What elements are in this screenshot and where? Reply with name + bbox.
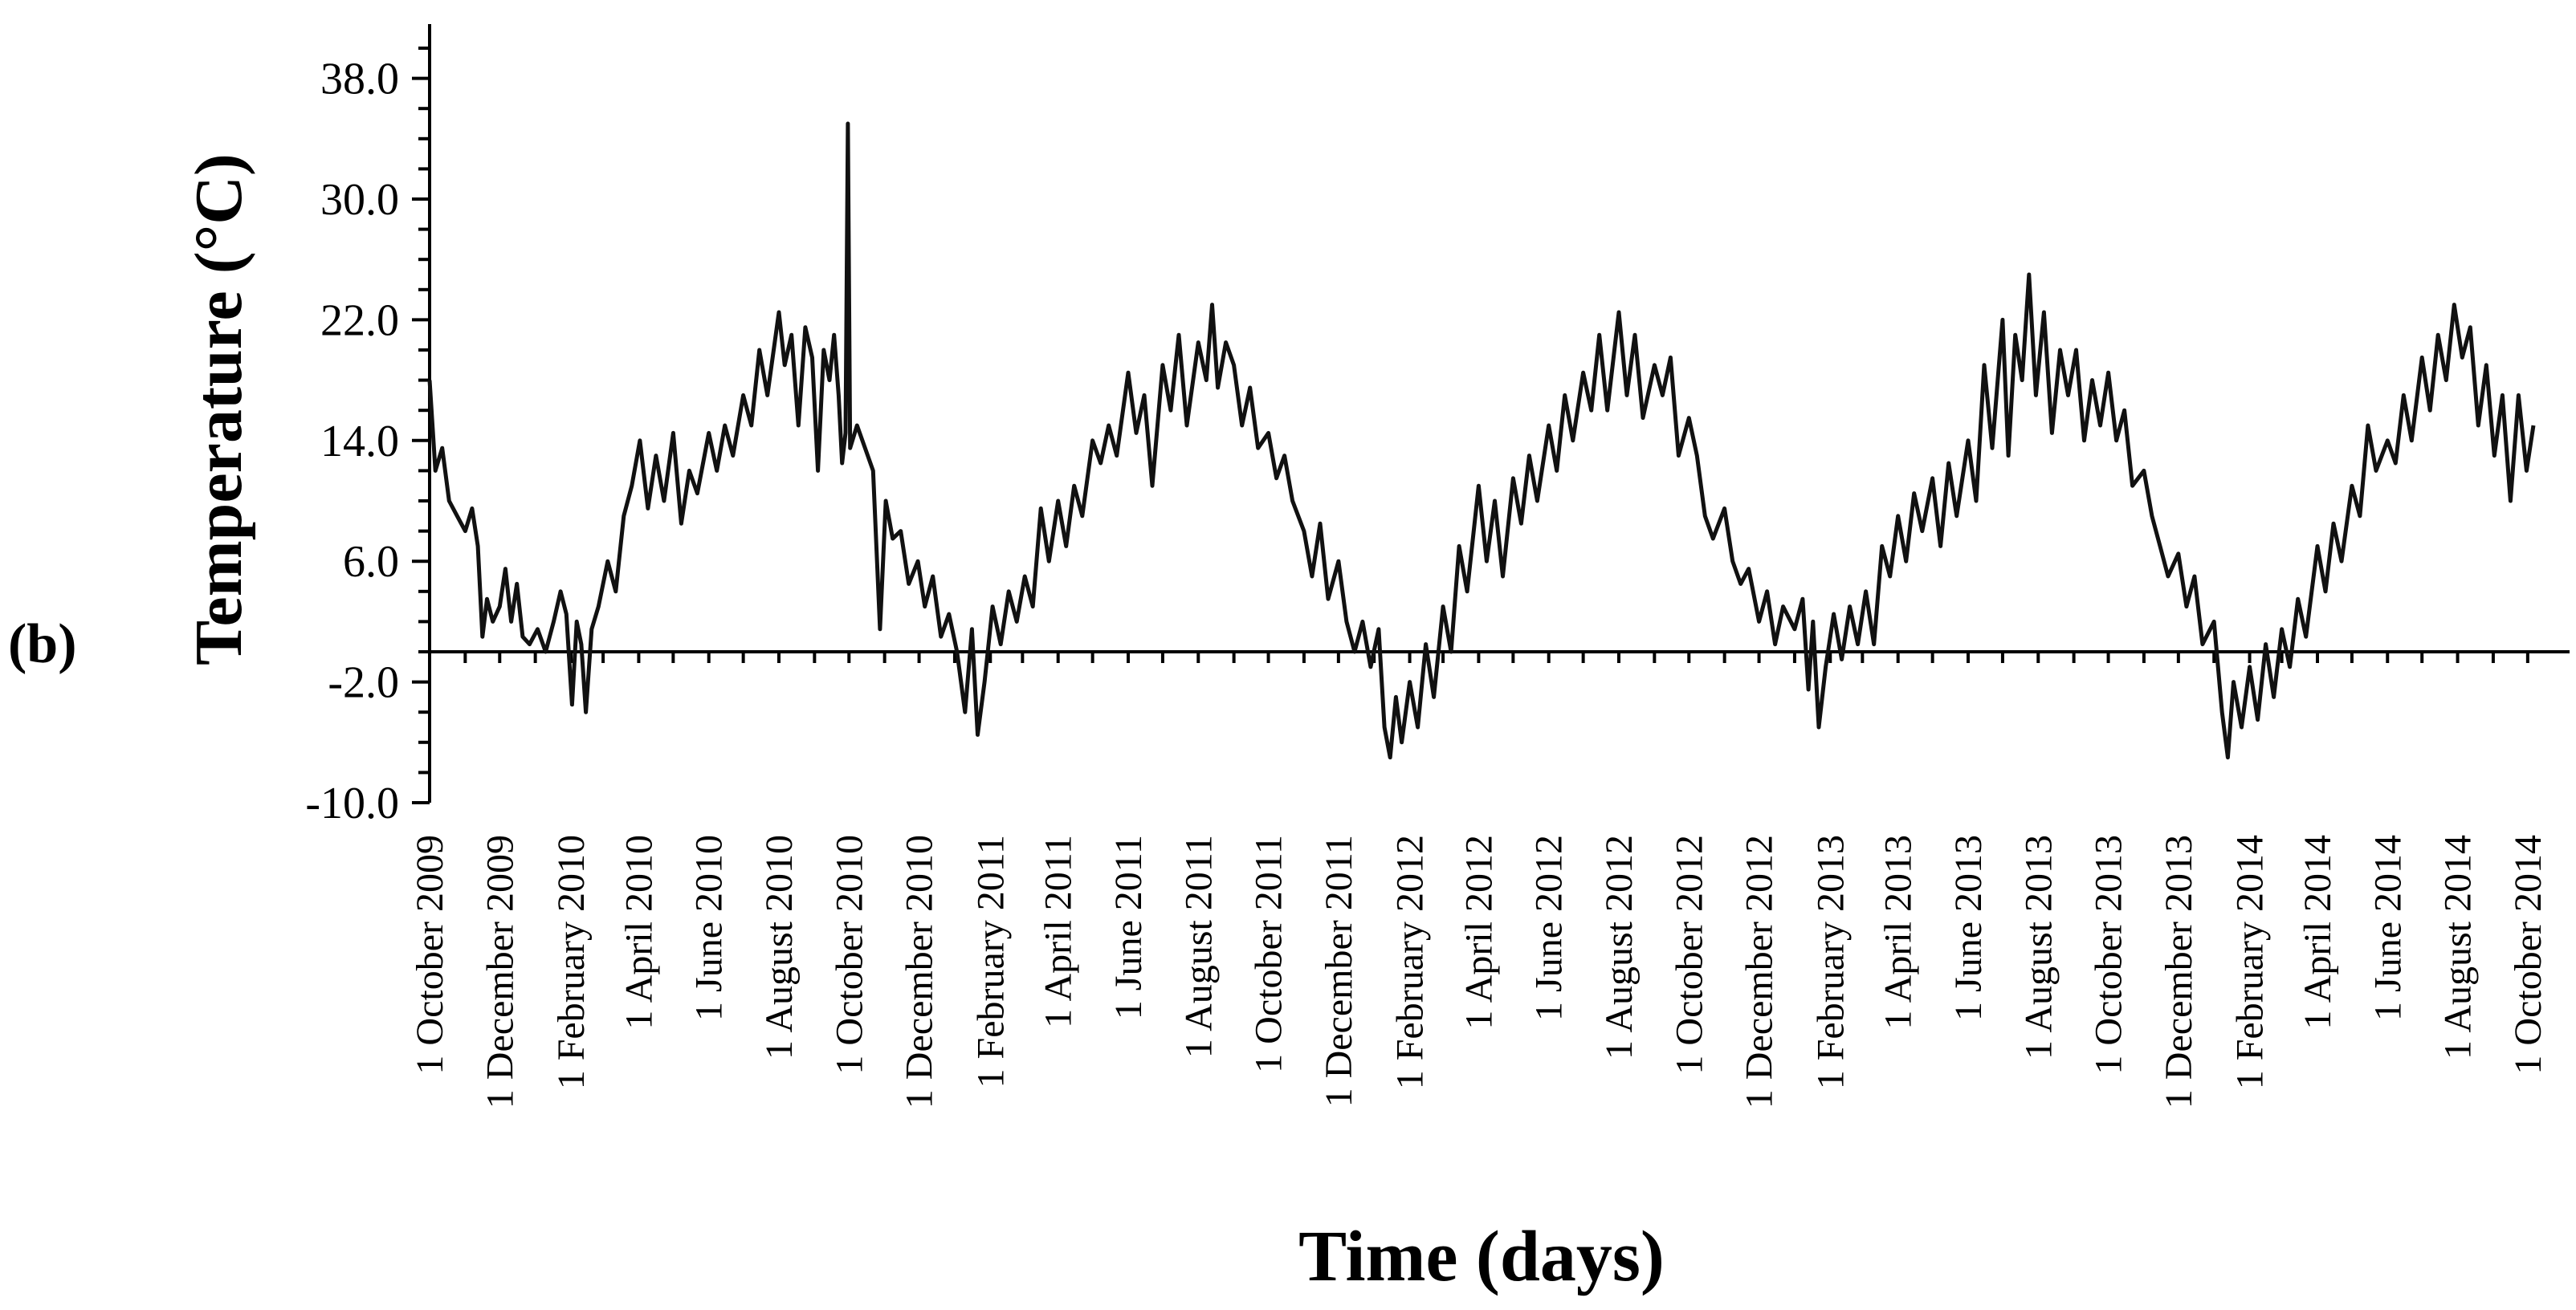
y-tick-label: 22.0 bbox=[320, 295, 399, 345]
x-tick-label: 1 August 2013 bbox=[2017, 835, 2060, 1060]
y-tick-label: 30.0 bbox=[320, 175, 399, 225]
x-tick-label: 1 April 2011 bbox=[1037, 835, 1080, 1028]
x-tick-label: 1 August 2014 bbox=[2437, 835, 2480, 1060]
x-tick-label: 1 December 2013 bbox=[2158, 835, 2200, 1109]
x-tick-label: 1 October 2012 bbox=[1668, 835, 1710, 1075]
x-tick-label: 1 February 2014 bbox=[2229, 835, 2272, 1089]
y-tick-label: 14.0 bbox=[320, 417, 399, 466]
y-tick-label: 38.0 bbox=[320, 55, 399, 104]
x-tick-label: 1 October 2010 bbox=[828, 835, 870, 1075]
x-tick-label: 1 February 2012 bbox=[1389, 835, 1432, 1089]
x-tick-label: 1 December 2009 bbox=[479, 835, 521, 1109]
x-tick-label: 1 June 2011 bbox=[1107, 835, 1150, 1019]
y-tick-label: 6.0 bbox=[343, 537, 399, 587]
x-tick-label: 1 October 2011 bbox=[1248, 835, 1290, 1073]
panel-label: (b) bbox=[8, 613, 77, 675]
x-tick-label: 1 December 2012 bbox=[1738, 835, 1781, 1109]
x-tick-label: 1 April 2013 bbox=[1877, 835, 1920, 1030]
x-tick-label: 1 December 2010 bbox=[899, 835, 941, 1109]
y-tick-label: -2.0 bbox=[328, 658, 399, 708]
x-tick-label: 1 June 2014 bbox=[2366, 835, 2409, 1021]
x-tick-label: 1 August 2012 bbox=[1598, 835, 1641, 1060]
x-tick-label: 1 October 2013 bbox=[2088, 835, 2130, 1075]
x-tick-label: 1 October 2009 bbox=[409, 835, 451, 1075]
x-tick-label: 1 April 2010 bbox=[618, 835, 660, 1030]
y-tick-label: -10.0 bbox=[305, 779, 399, 828]
x-tick-label: 1 August 2011 bbox=[1177, 835, 1220, 1058]
x-tick-label: 1 April 2014 bbox=[2297, 835, 2339, 1030]
x-tick-label: 1 June 2010 bbox=[688, 835, 731, 1021]
temperature-series-line bbox=[427, 121, 2536, 760]
x-tick-label: 1 June 2013 bbox=[1947, 835, 1990, 1021]
x-tick-label: 1 February 2011 bbox=[969, 835, 1012, 1088]
x-axis-title: Time (days) bbox=[1298, 1217, 1665, 1296]
x-tick-label: 1 December 2011 bbox=[1318, 835, 1360, 1107]
y-axis: 38.0 30.0 22.0 14.0 6.0 -2.0 -10.0 bbox=[305, 24, 431, 828]
x-tick-label: 1 October 2014 bbox=[2507, 835, 2550, 1075]
x-axis: 1 October 2009 1 December 2009 1 February … bbox=[409, 650, 2570, 1109]
x-tick-label: 1 April 2012 bbox=[1457, 835, 1500, 1030]
x-tick-label: 1 June 2012 bbox=[1528, 835, 1571, 1021]
y-axis-title: Temperature (°C) bbox=[181, 153, 256, 665]
x-tick-label: 1 February 2010 bbox=[550, 835, 593, 1089]
series-layer bbox=[427, 121, 2536, 760]
x-tick-label: 1 August 2010 bbox=[758, 835, 801, 1060]
x-tick-label: 1 February 2013 bbox=[1809, 835, 1852, 1089]
